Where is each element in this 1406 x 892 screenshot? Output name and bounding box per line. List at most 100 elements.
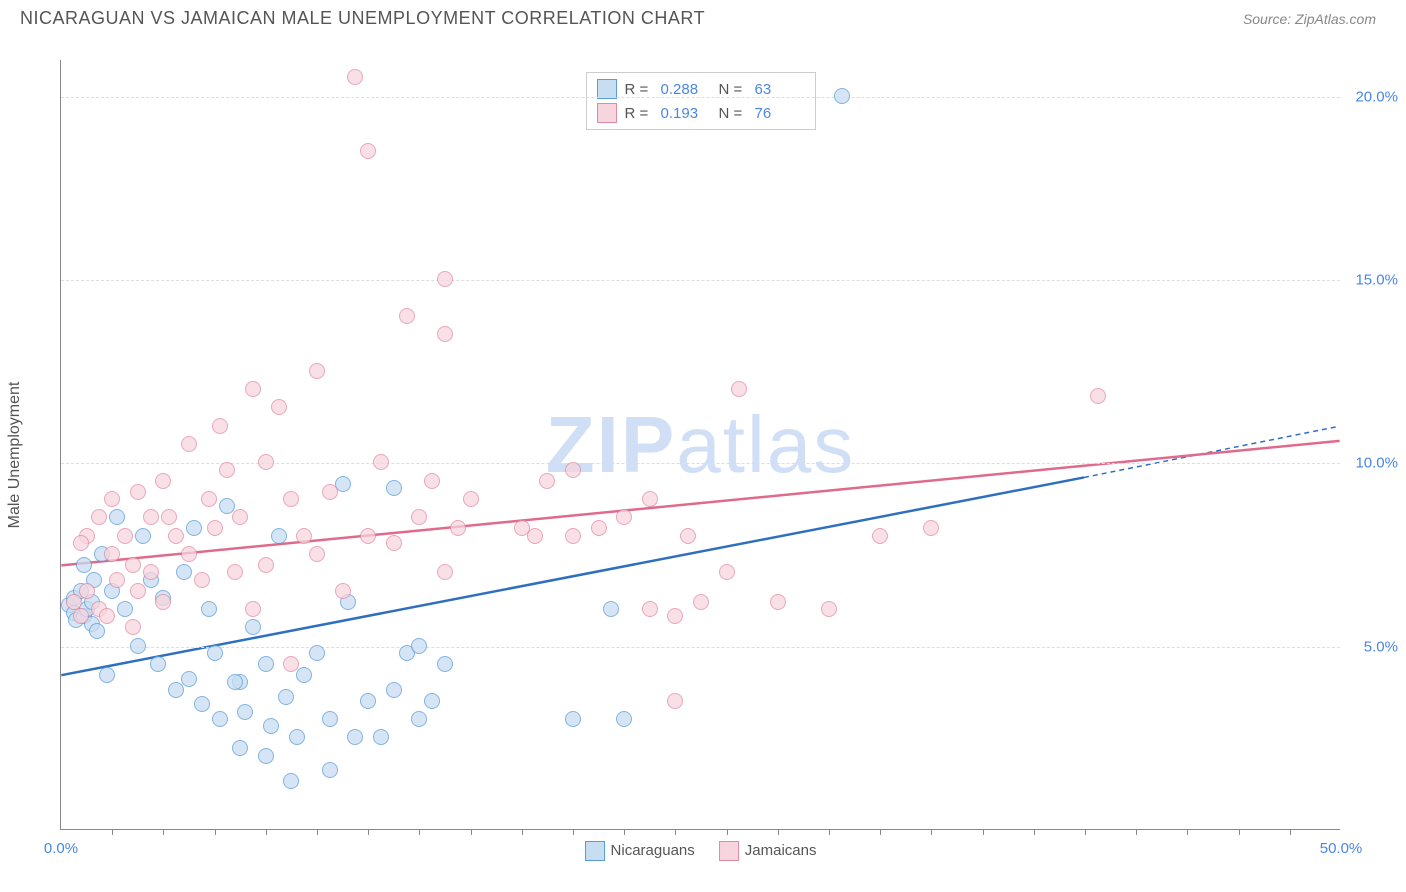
data-point: [309, 363, 325, 379]
data-point: [309, 645, 325, 661]
n-label: N =: [719, 105, 747, 122]
data-point: [237, 704, 253, 720]
chart-title: NICARAGUAN VS JAMAICAN MALE UNEMPLOYMENT…: [20, 8, 705, 29]
data-point: [99, 608, 115, 624]
data-point: [104, 546, 120, 562]
legend-swatch: [719, 841, 739, 861]
data-point: [527, 528, 543, 544]
data-point: [373, 454, 389, 470]
x-tick: [931, 829, 932, 835]
data-point: [155, 473, 171, 489]
data-point: [104, 491, 120, 507]
r-label: R =: [625, 81, 653, 98]
data-point: [271, 399, 287, 415]
data-point: [591, 520, 607, 536]
data-point: [719, 564, 735, 580]
r-label: R =: [625, 105, 653, 122]
data-point: [232, 740, 248, 756]
data-point: [168, 682, 184, 698]
gridline-h: [61, 463, 1340, 464]
data-point: [258, 748, 274, 764]
data-point: [309, 546, 325, 562]
data-point: [616, 509, 632, 525]
data-point: [834, 88, 850, 104]
data-point: [258, 656, 274, 672]
data-point: [89, 623, 105, 639]
legend-swatch: [585, 841, 605, 861]
data-point: [731, 381, 747, 397]
data-point: [168, 528, 184, 544]
data-point: [872, 528, 888, 544]
gridline-h: [61, 97, 1340, 98]
data-point: [565, 711, 581, 727]
data-point: [155, 594, 171, 610]
data-point: [263, 718, 279, 734]
data-point: [143, 509, 159, 525]
plot-area: ZIPatlas R =0.288N =63R =0.193N =76 Nica…: [60, 60, 1340, 830]
data-point: [99, 667, 115, 683]
data-point: [73, 535, 89, 551]
data-point: [125, 557, 141, 573]
data-point: [437, 564, 453, 580]
legend-swatch: [597, 103, 617, 123]
data-point: [335, 583, 351, 599]
data-point: [603, 601, 619, 617]
x-tick: [163, 829, 164, 835]
data-point: [212, 418, 228, 434]
x-tick: [368, 829, 369, 835]
data-point: [130, 484, 146, 500]
data-point: [693, 594, 709, 610]
n-value: 63: [755, 81, 805, 98]
data-point: [322, 484, 338, 500]
legend-label: Nicaraguans: [611, 842, 695, 859]
x-tick: [471, 829, 472, 835]
x-tick-label: 50.0%: [1320, 840, 1363, 857]
chart-header: NICARAGUAN VS JAMAICAN MALE UNEMPLOYMENT…: [0, 0, 1406, 33]
n-label: N =: [719, 81, 747, 98]
data-point: [296, 528, 312, 544]
trend-line-extrapolate: [1084, 426, 1340, 477]
data-point: [232, 509, 248, 525]
data-point: [386, 682, 402, 698]
data-point: [194, 572, 210, 588]
x-tick-label: 0.0%: [44, 840, 78, 857]
data-point: [667, 693, 683, 709]
data-point: [283, 773, 299, 789]
data-point: [181, 436, 197, 452]
data-point: [296, 667, 312, 683]
data-point: [289, 729, 305, 745]
legend-item: Jamaicans: [719, 841, 817, 861]
data-point: [642, 491, 658, 507]
y-tick-label: 5.0%: [1364, 638, 1398, 655]
x-tick: [1290, 829, 1291, 835]
data-point: [322, 711, 338, 727]
data-point: [135, 528, 151, 544]
data-point: [176, 564, 192, 580]
x-tick: [1085, 829, 1086, 835]
data-point: [219, 462, 235, 478]
data-point: [360, 143, 376, 159]
x-tick: [624, 829, 625, 835]
trend-line: [61, 441, 1339, 566]
data-point: [411, 638, 427, 654]
x-tick: [1239, 829, 1240, 835]
data-point: [201, 601, 217, 617]
data-point: [667, 608, 683, 624]
data-point: [283, 491, 299, 507]
data-point: [565, 462, 581, 478]
data-point: [76, 557, 92, 573]
data-point: [130, 638, 146, 654]
data-point: [117, 601, 133, 617]
data-point: [424, 693, 440, 709]
data-point: [227, 674, 243, 690]
data-point: [194, 696, 210, 712]
x-tick: [266, 829, 267, 835]
y-tick-label: 20.0%: [1355, 88, 1398, 105]
data-point: [680, 528, 696, 544]
data-point: [79, 583, 95, 599]
data-point: [181, 546, 197, 562]
data-point: [770, 594, 786, 610]
data-point: [66, 594, 82, 610]
data-point: [245, 381, 261, 397]
data-point: [143, 564, 159, 580]
